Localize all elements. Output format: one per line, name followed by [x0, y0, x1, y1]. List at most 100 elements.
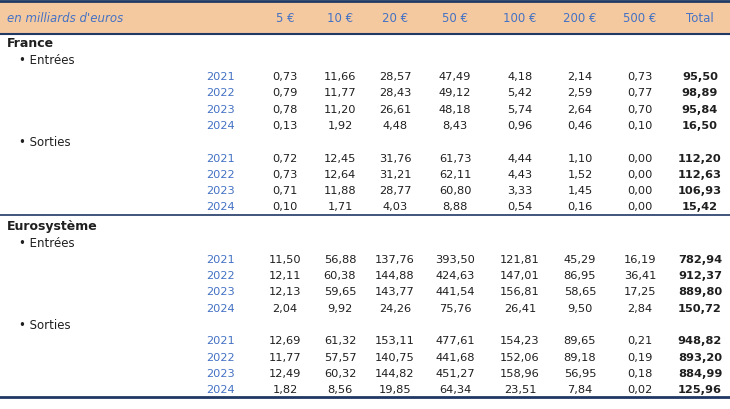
- Text: 95,50: 95,50: [682, 72, 718, 82]
- Text: 12,45: 12,45: [324, 153, 356, 163]
- Text: 61,73: 61,73: [439, 153, 472, 163]
- Text: 47,49: 47,49: [439, 72, 471, 82]
- Text: 5 €: 5 €: [276, 12, 294, 25]
- Text: 15,42: 15,42: [682, 202, 718, 212]
- Text: 57,57: 57,57: [323, 352, 356, 362]
- Text: 0,71: 0,71: [272, 186, 298, 196]
- Text: 17,25: 17,25: [623, 287, 656, 297]
- Bar: [0, 2, 730, 34]
- Text: 49,12: 49,12: [439, 88, 471, 98]
- Text: 2,59: 2,59: [567, 88, 593, 98]
- Text: 2,04: 2,04: [272, 303, 298, 313]
- Text: 20 €: 20 €: [382, 12, 408, 25]
- Text: 393,50: 393,50: [435, 254, 475, 264]
- Text: 477,61: 477,61: [435, 335, 474, 346]
- Text: 1,10: 1,10: [567, 153, 593, 163]
- Text: 0,18: 0,18: [627, 368, 653, 378]
- Text: 154,23: 154,23: [500, 335, 539, 346]
- Text: Eurosystème: Eurosystème: [7, 219, 98, 232]
- Text: 0,10: 0,10: [272, 202, 298, 212]
- Text: 89,18: 89,18: [564, 352, 596, 362]
- Text: 2022: 2022: [207, 88, 235, 98]
- Text: 2022: 2022: [207, 352, 235, 362]
- Text: 31,76: 31,76: [379, 153, 411, 163]
- Text: 0,19: 0,19: [627, 352, 653, 362]
- Text: 0,16: 0,16: [567, 202, 593, 212]
- Text: 0,54: 0,54: [507, 202, 533, 212]
- Text: France: France: [7, 37, 54, 50]
- Text: 441,54: 441,54: [435, 287, 474, 297]
- Text: 98,89: 98,89: [682, 88, 718, 98]
- Text: 5,42: 5,42: [507, 88, 533, 98]
- Text: 2024: 2024: [207, 303, 235, 313]
- Text: 0,73: 0,73: [272, 169, 298, 180]
- Text: 48,18: 48,18: [439, 104, 472, 115]
- Text: 4,43: 4,43: [507, 169, 533, 180]
- Text: 24,26: 24,26: [379, 303, 411, 313]
- Text: 56,88: 56,88: [323, 254, 356, 264]
- Text: 112,20: 112,20: [678, 153, 722, 163]
- Text: 8,43: 8,43: [442, 121, 468, 130]
- Text: 28,77: 28,77: [379, 186, 411, 196]
- Text: 11,77: 11,77: [323, 88, 356, 98]
- Text: 200 €: 200 €: [564, 12, 596, 25]
- Text: 59,65: 59,65: [323, 287, 356, 297]
- Text: 12,64: 12,64: [324, 169, 356, 180]
- Text: 0,46: 0,46: [567, 121, 593, 130]
- Text: 0,00: 0,00: [627, 169, 653, 180]
- Text: 153,11: 153,11: [375, 335, 415, 346]
- Text: 50 €: 50 €: [442, 12, 468, 25]
- Text: 106,93: 106,93: [678, 186, 722, 196]
- Text: 140,75: 140,75: [375, 352, 415, 362]
- Text: 0,10: 0,10: [627, 121, 653, 130]
- Text: 0,73: 0,73: [627, 72, 653, 82]
- Text: • Entrées: • Entrées: [19, 54, 74, 67]
- Text: 2024: 2024: [207, 121, 235, 130]
- Text: 16,50: 16,50: [682, 121, 718, 130]
- Text: 143,77: 143,77: [375, 287, 415, 297]
- Text: 451,27: 451,27: [435, 368, 474, 378]
- Text: 2024: 2024: [207, 202, 235, 212]
- Text: 0,72: 0,72: [272, 153, 298, 163]
- Text: 5,74: 5,74: [507, 104, 533, 115]
- Text: 2021: 2021: [207, 335, 235, 346]
- Text: 2022: 2022: [207, 169, 235, 180]
- Text: 1,92: 1,92: [327, 121, 353, 130]
- Text: 1,82: 1,82: [272, 384, 298, 394]
- Text: 2021: 2021: [207, 254, 235, 264]
- Text: 8,56: 8,56: [327, 384, 353, 394]
- Text: 86,95: 86,95: [564, 270, 596, 281]
- Text: 12,49: 12,49: [269, 368, 301, 378]
- Text: 893,20: 893,20: [678, 352, 722, 362]
- Text: 62,11: 62,11: [439, 169, 471, 180]
- Text: 58,65: 58,65: [564, 287, 596, 297]
- Text: 8,88: 8,88: [442, 202, 468, 212]
- Text: 2023: 2023: [207, 186, 235, 196]
- Text: 0,00: 0,00: [627, 202, 653, 212]
- Text: • Sorties: • Sorties: [19, 318, 71, 331]
- Text: 2021: 2021: [207, 153, 235, 163]
- Text: 912,37: 912,37: [678, 270, 722, 281]
- Text: 0,21: 0,21: [627, 335, 653, 346]
- Text: 11,77: 11,77: [269, 352, 301, 362]
- Text: 3,33: 3,33: [507, 186, 533, 196]
- Text: • Entrées: • Entrées: [19, 236, 74, 249]
- Text: 158,96: 158,96: [500, 368, 540, 378]
- Text: 2021: 2021: [207, 72, 235, 82]
- Text: 60,80: 60,80: [439, 186, 472, 196]
- Text: 12,69: 12,69: [269, 335, 301, 346]
- Text: 2,64: 2,64: [567, 104, 593, 115]
- Text: 64,34: 64,34: [439, 384, 471, 394]
- Text: 26,61: 26,61: [379, 104, 411, 115]
- Text: 0,78: 0,78: [272, 104, 298, 115]
- Text: 125,96: 125,96: [678, 384, 722, 394]
- Text: 9,50: 9,50: [567, 303, 593, 313]
- Text: 500 €: 500 €: [623, 12, 657, 25]
- Text: 60,38: 60,38: [323, 270, 356, 281]
- Text: 2,14: 2,14: [567, 72, 593, 82]
- Text: 2023: 2023: [207, 104, 235, 115]
- Text: 12,11: 12,11: [269, 270, 301, 281]
- Text: 156,81: 156,81: [500, 287, 540, 297]
- Text: 16,19: 16,19: [623, 254, 656, 264]
- Text: 782,94: 782,94: [678, 254, 722, 264]
